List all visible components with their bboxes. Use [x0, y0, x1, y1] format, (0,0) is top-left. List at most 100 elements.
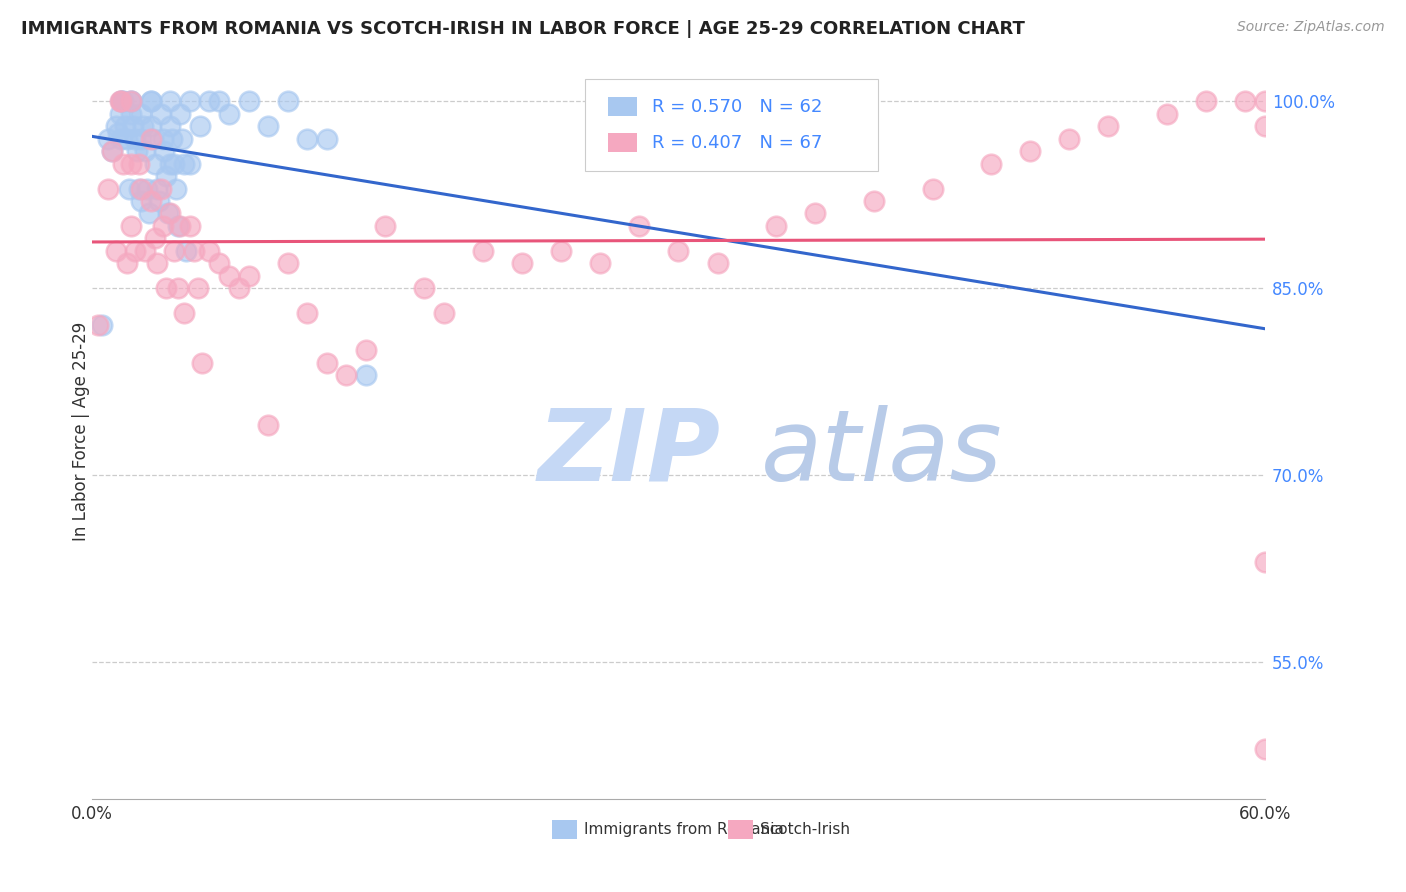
Point — [163, 156, 186, 170]
Point — [921, 181, 943, 195]
Point — [148, 194, 170, 208]
Point — [122, 120, 145, 134]
Point — [139, 120, 162, 134]
Point — [110, 132, 132, 146]
Point — [110, 95, 132, 109]
Point — [433, 306, 456, 320]
Point — [295, 306, 318, 320]
Point — [155, 281, 177, 295]
Point — [198, 244, 221, 258]
Point — [257, 120, 280, 134]
Point — [127, 145, 149, 159]
Point — [335, 368, 357, 383]
Point — [668, 244, 690, 258]
Point — [145, 181, 167, 195]
Point — [1234, 95, 1257, 109]
Point — [169, 107, 191, 121]
Point — [174, 244, 197, 258]
Point — [149, 107, 172, 121]
Point — [1097, 120, 1119, 134]
Point — [139, 95, 162, 109]
Point — [107, 126, 129, 140]
Point — [277, 256, 299, 270]
Point — [139, 95, 162, 109]
Point — [172, 132, 194, 146]
Point — [120, 219, 142, 233]
Point — [120, 95, 142, 109]
Text: R = 0.570   N = 62: R = 0.570 N = 62 — [651, 97, 823, 116]
Text: Immigrants from Romania: Immigrants from Romania — [585, 822, 785, 837]
Point — [208, 256, 231, 270]
Point — [188, 120, 211, 134]
Point — [153, 145, 176, 159]
Point — [1254, 741, 1277, 756]
Point — [198, 95, 221, 109]
Y-axis label: In Labor Force | Age 25-29: In Labor Force | Age 25-29 — [72, 322, 90, 541]
Point — [120, 107, 142, 121]
Point — [1254, 120, 1277, 134]
Point — [135, 181, 157, 195]
Point — [108, 107, 131, 121]
Point — [165, 181, 187, 195]
Point — [97, 181, 120, 195]
Point — [128, 156, 150, 170]
Point — [173, 156, 195, 170]
Point — [139, 194, 162, 208]
Point — [706, 256, 728, 270]
Point — [1254, 555, 1277, 569]
Point — [132, 120, 155, 134]
Point — [104, 244, 127, 258]
Point — [157, 206, 180, 220]
Point — [142, 132, 165, 146]
Point — [1156, 107, 1178, 121]
Point — [238, 95, 260, 109]
Point — [128, 181, 150, 195]
Point — [138, 206, 160, 220]
Point — [110, 95, 132, 109]
Point — [315, 132, 337, 146]
Point — [1059, 132, 1081, 146]
Point — [208, 95, 231, 109]
Point — [765, 219, 787, 233]
Point — [152, 132, 174, 146]
Point — [187, 281, 209, 295]
Text: Scotch-Irish: Scotch-Irish — [759, 822, 851, 837]
Point — [413, 281, 436, 295]
Point — [152, 219, 174, 233]
Point — [228, 281, 250, 295]
Point — [129, 181, 152, 195]
Point — [374, 219, 396, 233]
Point — [315, 356, 337, 370]
Point — [510, 256, 533, 270]
Point — [863, 194, 886, 208]
Point — [804, 206, 827, 220]
Point — [163, 244, 186, 258]
Point — [120, 156, 142, 170]
Point — [129, 107, 152, 121]
Point — [87, 318, 110, 333]
Point — [143, 156, 166, 170]
Point — [980, 156, 1002, 170]
Point — [120, 95, 142, 109]
Point — [183, 244, 205, 258]
Point — [108, 95, 131, 109]
Point — [134, 244, 156, 258]
Point — [277, 95, 299, 109]
FancyBboxPatch shape — [585, 78, 877, 170]
Point — [550, 244, 572, 258]
FancyBboxPatch shape — [609, 97, 637, 116]
Text: R = 0.407   N = 67: R = 0.407 N = 67 — [651, 134, 823, 152]
Point — [100, 145, 122, 159]
Point — [179, 95, 201, 109]
Point — [159, 95, 181, 109]
Point — [129, 194, 152, 208]
Point — [97, 132, 120, 146]
Text: IMMIGRANTS FROM ROMANIA VS SCOTCH-IRISH IN LABOR FORCE | AGE 25-29 CORRELATION C: IMMIGRANTS FROM ROMANIA VS SCOTCH-IRISH … — [21, 20, 1025, 37]
Point — [257, 418, 280, 433]
Point — [104, 120, 127, 134]
Text: atlas: atlas — [761, 405, 1002, 502]
Point — [295, 132, 318, 146]
Point — [134, 145, 156, 159]
Point — [472, 244, 495, 258]
Point — [218, 268, 240, 283]
